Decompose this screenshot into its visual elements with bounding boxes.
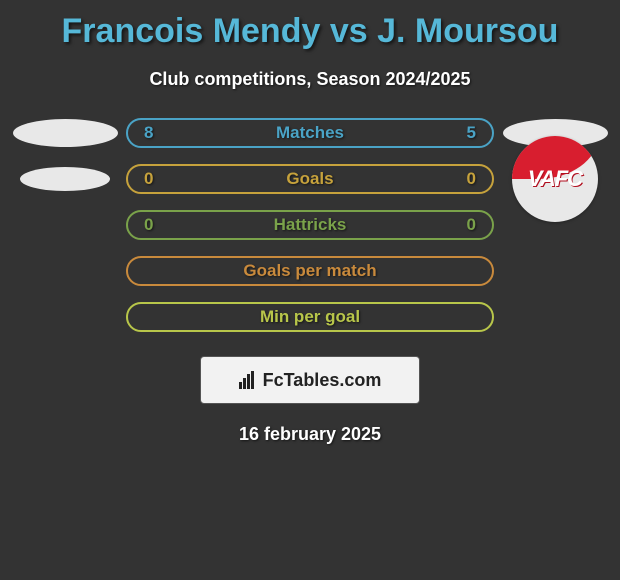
subtitle: Club competitions, Season 2024/2025 <box>0 69 620 90</box>
stat-row: 0 Goals 0 VAFC <box>10 164 610 194</box>
brand-text: FcTables.com <box>263 370 382 391</box>
stat-row: 0 Hattricks 0 <box>10 210 610 240</box>
stat-bar: 0 Goals 0 <box>126 164 494 194</box>
stat-right-value: 0 <box>467 215 476 235</box>
vafc-badge: VAFC <box>512 136 598 222</box>
club-logo-placeholder <box>13 119 118 147</box>
stat-label: Min per goal <box>260 307 360 327</box>
player2-name: J. Moursou <box>377 12 558 50</box>
club-logo-placeholder <box>20 167 110 191</box>
stat-bar: 0 Hattricks 0 <box>126 210 494 240</box>
stat-row: Min per goal <box>10 302 610 332</box>
stat-right-value: 5 <box>467 123 476 143</box>
vs-text: vs <box>330 12 368 50</box>
stat-bar: 8 Matches 5 <box>126 118 494 148</box>
left-logo-slot <box>10 167 120 191</box>
stat-label: Matches <box>276 123 344 143</box>
stat-left-value: 0 <box>144 169 153 189</box>
left-logo-slot <box>10 119 120 147</box>
stat-rows: 8 Matches 5 0 Goals 0 VAFC 0 Hattricks 0 Goals per… <box>0 118 620 332</box>
stat-bar: Min per goal <box>126 302 494 332</box>
stat-label: Goals per match <box>243 261 376 281</box>
stat-left-value: 8 <box>144 123 153 143</box>
stat-row: Goals per match <box>10 256 610 286</box>
brand-box: FcTables.com <box>200 356 420 404</box>
date-text: 16 february 2025 <box>0 424 620 445</box>
barchart-icon <box>239 371 259 389</box>
stat-label: Goals <box>286 169 333 189</box>
vafc-text: VAFC <box>528 166 582 192</box>
player1-name: Francois Mendy <box>62 12 321 50</box>
stat-label: Hattricks <box>274 215 347 235</box>
stat-right-value: 0 <box>467 169 476 189</box>
stat-left-value: 0 <box>144 215 153 235</box>
page-title: Francois Mendy vs J. Moursou <box>0 0 620 51</box>
stat-bar: Goals per match <box>126 256 494 286</box>
